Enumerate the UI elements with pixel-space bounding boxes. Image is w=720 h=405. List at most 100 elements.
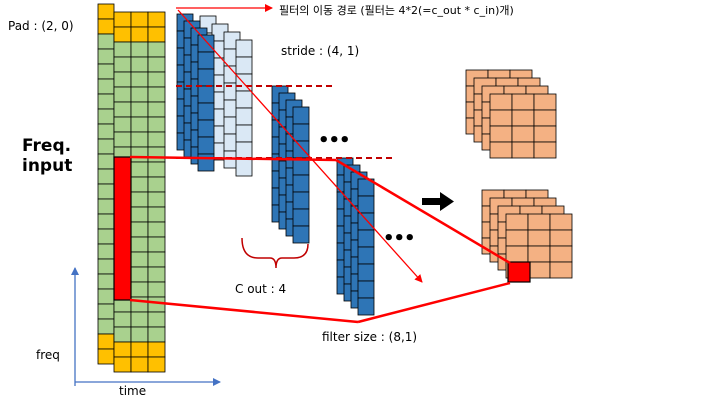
input-cell bbox=[97, 303, 115, 320]
filter-cell bbox=[292, 208, 310, 227]
input-cell bbox=[97, 63, 115, 80]
filter-cell bbox=[357, 195, 375, 214]
input-cell bbox=[147, 146, 166, 163]
ghost-filter-cell bbox=[235, 39, 253, 58]
input-cell bbox=[113, 41, 132, 58]
freq-axis-label: freq bbox=[36, 348, 60, 362]
input-cell bbox=[97, 258, 115, 275]
filter-stack-top bbox=[176, 13, 215, 172]
input-cell bbox=[113, 56, 132, 73]
input-cell bbox=[130, 116, 149, 133]
output-cell bbox=[527, 245, 551, 263]
output-cell bbox=[511, 141, 535, 159]
output-maps-top bbox=[465, 69, 557, 159]
input-cell bbox=[113, 311, 132, 328]
output-cell bbox=[511, 125, 535, 143]
filter-cell bbox=[197, 68, 215, 87]
ghost-filter-cell bbox=[235, 56, 253, 75]
input-cell bbox=[130, 266, 149, 283]
c-out-brace bbox=[241, 237, 309, 269]
output-cell bbox=[489, 141, 513, 159]
receptive-field bbox=[113, 156, 132, 301]
input-cell bbox=[97, 228, 115, 245]
c-out-label: C out : 4 bbox=[235, 282, 287, 296]
ghost-filter-cell bbox=[235, 124, 253, 143]
output-cell bbox=[489, 93, 513, 111]
input-cell bbox=[97, 168, 115, 185]
input-cell bbox=[97, 348, 115, 365]
output-cell bbox=[505, 229, 529, 247]
projection-line-a bbox=[129, 155, 337, 162]
input-cell bbox=[147, 71, 166, 88]
filter-cell bbox=[292, 123, 310, 142]
output-cell bbox=[533, 141, 557, 159]
output-cell bbox=[511, 109, 535, 127]
filter-cell bbox=[197, 102, 215, 121]
input-cell bbox=[147, 131, 166, 148]
input-cell bbox=[97, 153, 115, 170]
input-cell bbox=[97, 198, 115, 215]
output-cell bbox=[489, 109, 513, 127]
freq-input-label-line2: input bbox=[22, 156, 73, 176]
input-cell bbox=[147, 281, 166, 298]
filter-cell bbox=[197, 85, 215, 104]
input-cell bbox=[113, 131, 132, 148]
output-cell bbox=[549, 229, 573, 247]
filter-cell bbox=[357, 212, 375, 231]
output-cell bbox=[489, 125, 513, 143]
filter-cell bbox=[357, 263, 375, 282]
input-cell bbox=[147, 236, 166, 253]
input-cell bbox=[130, 356, 149, 373]
input-cell bbox=[97, 78, 115, 95]
input-cell bbox=[97, 318, 115, 335]
input-cell bbox=[113, 116, 132, 133]
filter-cell bbox=[357, 297, 375, 316]
output-arrow bbox=[422, 192, 454, 211]
stride-label: stride : (4, 1) bbox=[281, 44, 360, 58]
filter-size-label: filter size : (8,1) bbox=[322, 330, 418, 344]
filter-cell bbox=[292, 140, 310, 159]
output-cell bbox=[527, 213, 551, 231]
output-cell bbox=[505, 245, 529, 263]
input-cell bbox=[97, 33, 115, 50]
input-cell bbox=[130, 191, 149, 208]
ghost-filter-cell bbox=[235, 158, 253, 177]
input-cell bbox=[97, 123, 115, 140]
output-cell bbox=[549, 213, 573, 231]
output-cell bbox=[527, 261, 551, 279]
input-cell bbox=[113, 341, 132, 358]
filter-cell bbox=[357, 229, 375, 248]
input-sheet-front bbox=[113, 11, 166, 373]
input-cell bbox=[97, 48, 115, 65]
filter-path-label: 필터의 이동 경로 (필터는 4*2(=c_out * c_in)개) bbox=[279, 4, 514, 17]
filter-cell bbox=[197, 51, 215, 70]
input-cell bbox=[147, 161, 166, 178]
input-cell bbox=[147, 311, 166, 328]
input-cell bbox=[147, 296, 166, 313]
input-cell bbox=[130, 206, 149, 223]
input-cell bbox=[113, 11, 132, 28]
input-cell bbox=[130, 161, 149, 178]
ghost-filter-cell bbox=[235, 107, 253, 126]
output-cell bbox=[533, 109, 557, 127]
ellipsis-lower: ••• bbox=[383, 228, 416, 249]
filter-cell bbox=[197, 136, 215, 155]
filter-cell bbox=[357, 280, 375, 299]
projection-line-d bbox=[357, 281, 511, 324]
input-cell bbox=[147, 356, 166, 373]
output-cell bbox=[527, 229, 551, 247]
input-cell bbox=[147, 326, 166, 343]
filter-cell bbox=[197, 34, 215, 53]
input-cell bbox=[130, 326, 149, 343]
input-cell bbox=[147, 26, 166, 43]
input-cell bbox=[147, 251, 166, 268]
input-cell bbox=[130, 236, 149, 253]
filter-cell bbox=[292, 225, 310, 244]
input-cell bbox=[130, 56, 149, 73]
output-cell bbox=[533, 125, 557, 143]
ghost-filter-cell bbox=[235, 141, 253, 160]
input-cell bbox=[113, 26, 132, 43]
output-cell bbox=[533, 93, 557, 111]
input-cell bbox=[97, 183, 115, 200]
input-cell bbox=[147, 116, 166, 133]
